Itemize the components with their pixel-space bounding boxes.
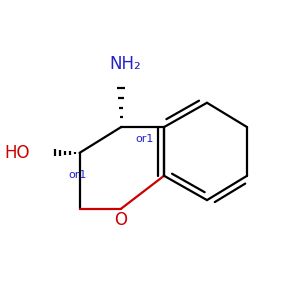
Text: or1: or1 [135,134,154,143]
Text: or1: or1 [68,170,86,180]
Text: O: O [115,211,128,229]
Text: HO: HO [4,144,29,162]
Text: NH₂: NH₂ [110,55,141,73]
